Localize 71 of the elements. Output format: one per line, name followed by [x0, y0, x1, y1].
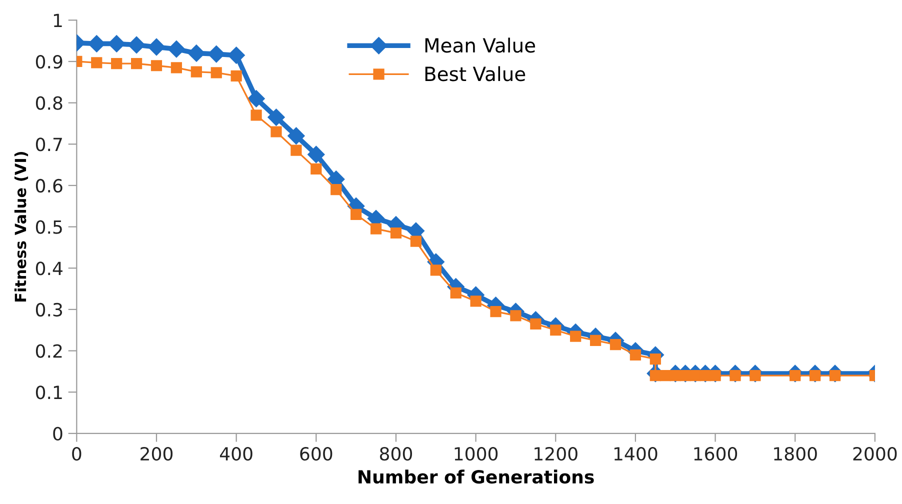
point [228, 46, 245, 64]
point [670, 370, 681, 382]
point [111, 58, 122, 70]
point [268, 108, 285, 126]
point [108, 35, 126, 52]
point [250, 110, 262, 121]
y-tick-label: 0.9 [36, 54, 62, 69]
x-tick-label: 1400 [614, 446, 658, 461]
x-tick-label: 400 [220, 446, 252, 461]
point [470, 296, 482, 307]
y-tick-label: 1 [54, 14, 62, 28]
x-tick-label: 200 [140, 446, 173, 461]
point [390, 227, 402, 239]
point [410, 236, 422, 247]
point [630, 349, 642, 360]
y-tick-label: 0.6 [36, 178, 62, 193]
legend-label: Best Value [425, 66, 526, 82]
point [550, 324, 562, 336]
point [690, 370, 701, 382]
x-axis-title: Number of Generations [358, 470, 594, 484]
y-tick-label: 0.3 [36, 302, 62, 317]
point [308, 146, 325, 164]
point [530, 318, 542, 330]
point [91, 57, 102, 68]
y-tick-label: 0.4 [36, 262, 62, 276]
x-tick-label: 1200 [534, 446, 578, 461]
point [680, 370, 691, 382]
point [190, 66, 202, 78]
y-tick-label: 0.1 [36, 386, 62, 400]
legend-label: Mean Value [425, 38, 536, 53]
point [288, 127, 305, 144]
point [168, 40, 186, 58]
point [490, 306, 502, 318]
point [248, 90, 265, 108]
point [88, 35, 106, 52]
x-tick-label: 1600 [694, 446, 738, 461]
point [430, 264, 442, 276]
point [148, 38, 166, 56]
point [570, 330, 582, 342]
point [610, 339, 622, 350]
y-axis-title: Fitness Value (VI) [14, 152, 28, 302]
x-tick-label: 800 [380, 446, 412, 461]
point [450, 287, 462, 298]
x-tick-label: 1000 [454, 446, 498, 461]
point [270, 126, 282, 138]
point [130, 58, 142, 70]
y-tick-label: 0.8 [36, 96, 62, 110]
y-tick-label: 0.5 [36, 220, 62, 234]
point [208, 45, 225, 63]
point [188, 44, 205, 62]
point [660, 370, 671, 382]
point [150, 60, 162, 72]
point [650, 353, 661, 365]
y-tick-label: 0.2 [36, 344, 62, 358]
point [370, 223, 382, 234]
point [170, 62, 182, 74]
point [330, 184, 342, 196]
x-tick-label: 1800 [774, 446, 817, 461]
x-tick-label: 600 [300, 446, 332, 461]
point [590, 334, 602, 346]
x-tick-label: 0 [72, 446, 82, 461]
point [350, 208, 362, 220]
y-tick-label: 0.7 [36, 138, 62, 152]
point [230, 70, 242, 82]
point [128, 36, 146, 54]
point [290, 144, 302, 156]
y-tick-label: 0 [53, 426, 62, 441]
point [310, 163, 322, 174]
point [510, 310, 522, 322]
x-tick-label: 2000 [853, 446, 897, 461]
point [210, 67, 222, 78]
